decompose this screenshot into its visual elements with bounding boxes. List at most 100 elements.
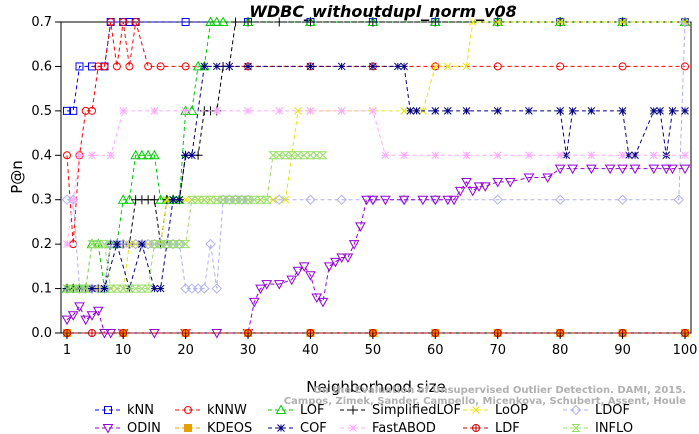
point-odin: [305, 271, 316, 281]
legend-marker-inflo: [571, 424, 581, 432]
point-cof: [443, 107, 452, 115]
point-odin: [542, 173, 554, 184]
point-fastabod: [525, 151, 533, 160]
watermark-line-1: On the Evaluation of Unsupervised Outlie…: [313, 385, 686, 396]
point-cof: [150, 284, 159, 293]
point-inflo: [149, 240, 160, 249]
point-inflo: [205, 195, 216, 204]
point-knnw: [156, 62, 165, 71]
point-inflo: [293, 151, 303, 160]
point-cof: [100, 284, 109, 293]
point-knn: [125, 18, 134, 26]
point-inflo: [212, 195, 222, 204]
point-odin: [361, 195, 372, 206]
legend-item-loop: LoOP: [463, 403, 528, 418]
point-inflo: [174, 240, 185, 249]
point-knnw: [106, 18, 115, 26]
point-ldof: [679, 16, 691, 28]
point-cof: [212, 62, 221, 71]
point-knnw: [431, 62, 440, 71]
legend-label-simplifiedlof: SimplifiedLOF: [372, 403, 461, 418]
point-odin: [660, 164, 672, 175]
point-odin: [92, 306, 104, 317]
legend-item-knnw: kNNW: [175, 403, 247, 418]
point-odin: [492, 177, 504, 188]
point-loop: [468, 18, 477, 26]
point-inflo: [249, 195, 259, 204]
point-inflo: [180, 240, 191, 249]
point-inflo: [280, 151, 291, 160]
point-knnw: [94, 62, 103, 71]
point-ldof: [554, 194, 566, 205]
point-inflo: [230, 195, 241, 204]
point-odin: [61, 315, 73, 326]
legend-item-odin: ODIN: [95, 421, 161, 434]
point-cof: [400, 62, 408, 71]
point-loop: [181, 195, 190, 204]
point-fastabod: [618, 151, 627, 160]
legend-marker-knn: [104, 406, 112, 414]
point-cof: [412, 107, 421, 115]
point-lof: [149, 149, 160, 160]
legend-marker-odin: [102, 424, 114, 434]
point-ldof: [336, 194, 347, 205]
point-knn: [87, 62, 96, 71]
point-inflo: [299, 151, 309, 160]
point-cof: [88, 284, 96, 293]
legend-item-cof: COF: [268, 421, 327, 434]
point-ldof: [242, 194, 254, 205]
point-inflo: [262, 195, 272, 204]
series-knnw: [63, 18, 689, 249]
x-tick-label: 70: [489, 343, 506, 358]
point-inflo: [124, 284, 135, 293]
y-tick-label: 0.6: [31, 59, 52, 74]
point-odin: [86, 311, 98, 321]
point-odin: [292, 266, 304, 277]
point-inflo: [93, 240, 103, 249]
point-fastabod: [150, 107, 159, 115]
y-tick-label: 0.0: [31, 326, 52, 341]
x-tick-label: 30: [240, 343, 257, 358]
series-lof: [61, 16, 691, 293]
x-tick-label: 60: [427, 343, 444, 358]
legend-marker-lof: [275, 404, 287, 414]
legend-label-ldof: LDOF: [595, 403, 630, 418]
x-axis-title: Neighborhood size: [306, 378, 445, 396]
legend-label-inflo: INFLO: [595, 421, 633, 434]
point-cof: [525, 107, 533, 115]
point-cof: [618, 107, 627, 115]
point-inflo: [255, 195, 266, 204]
point-simplifiedlof: [243, 17, 253, 27]
point-inflo: [162, 240, 172, 249]
point-fastabod: [431, 151, 440, 160]
point-inflo: [130, 284, 141, 293]
x-tick-label: 20: [177, 343, 194, 358]
point-cof: [113, 240, 121, 248]
point-inflo: [305, 151, 316, 160]
point-inflo: [237, 195, 247, 204]
point-inflo: [68, 284, 78, 293]
point-cof: [156, 284, 165, 293]
point-fastabod: [587, 151, 596, 160]
legend-label-knnw: kNNW: [207, 403, 247, 418]
point-ldof: [211, 283, 223, 294]
point-lof: [117, 194, 129, 204]
point-cof: [431, 107, 440, 115]
series-line-fastabod: [66, 110, 685, 245]
point-fastabod: [337, 107, 346, 115]
point-inflo: [62, 284, 72, 293]
point-odin: [442, 195, 454, 206]
legend-item-fastabod: FastABOD: [340, 421, 436, 434]
point-cof: [138, 240, 146, 248]
point-ldof: [99, 283, 110, 294]
point-simplifiedlof: [231, 17, 241, 27]
point-cof: [244, 62, 252, 71]
point-odin: [523, 173, 535, 184]
point-odin: [367, 195, 379, 206]
point-odin: [473, 182, 485, 192]
point-knnw: [119, 18, 128, 26]
point-lof: [192, 60, 204, 71]
legend-item-simplifiedlof: SimplifiedLOF: [340, 403, 461, 418]
point-ldof: [673, 194, 684, 205]
y-axis-title: P@n: [8, 160, 26, 194]
